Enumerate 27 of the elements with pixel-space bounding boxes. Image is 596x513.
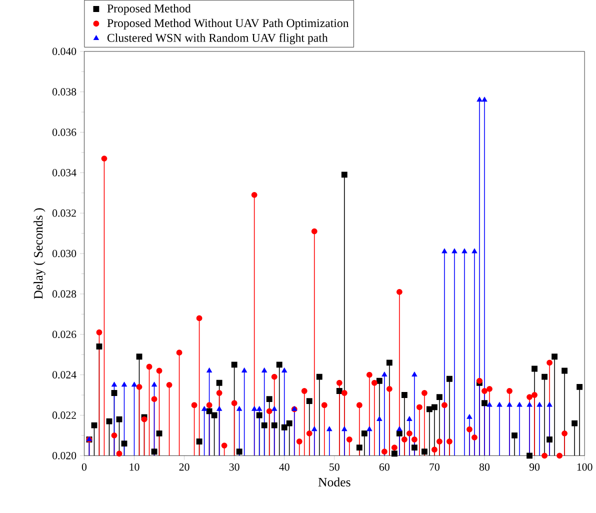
legend-label: Proposed Method Without UAV Path Optimization (107, 18, 349, 30)
legend-label: Clustered WSN with Random UAV flight path (107, 33, 328, 44)
x-tick-label: 80 (479, 463, 490, 471)
y-tick-label: 0.022 (52, 411, 76, 419)
x-tick-label: 40 (279, 463, 290, 471)
legend-label: Proposed Method (107, 4, 191, 15)
y-tick-label: 0.040 (52, 48, 76, 56)
y-tick-label: 0.028 (52, 290, 76, 298)
x-tick-label: 0 (82, 463, 87, 471)
x-tick-label: 60 (379, 463, 390, 471)
x-tick-label: 100 (577, 463, 592, 471)
y-tick-label: 0.020 (52, 452, 76, 460)
x-tick-label: 30 (229, 463, 240, 471)
y-tick-label: 0.026 (52, 330, 76, 338)
y-tick-label: 0.038 (52, 88, 76, 96)
x-tick-label: 10 (130, 463, 140, 471)
y-tick-label: 0.024 (52, 371, 76, 378)
x-tick-label: 20 (179, 463, 190, 471)
x-tick-label: 70 (430, 463, 440, 471)
x-tick-label: 90 (529, 463, 540, 471)
y-tick-label: 0.030 (52, 250, 76, 258)
y-tick-label: 0.036 (52, 128, 76, 136)
y-tick-label: 0.032 (52, 209, 76, 217)
y-tick-label: 0.034 (52, 168, 76, 176)
y-axis-title: Delay ( Seconds ) (34, 208, 46, 299)
x-tick-label: 50 (330, 463, 340, 471)
x-axis-title: Nodes (318, 477, 350, 486)
